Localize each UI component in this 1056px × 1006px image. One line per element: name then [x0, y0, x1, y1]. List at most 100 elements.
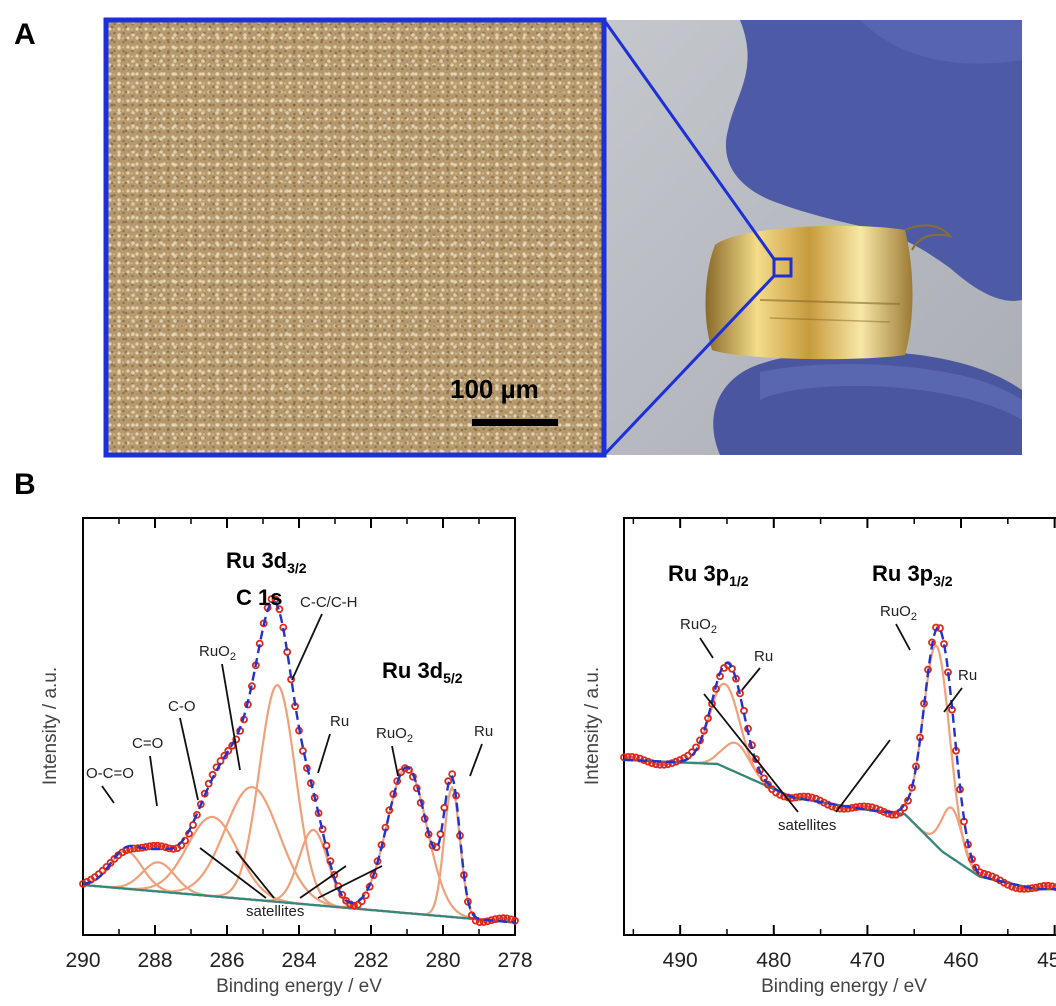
x-tick-label: 288 — [137, 949, 172, 972]
fit-envelope — [82, 600, 516, 924]
label-main: RuO — [680, 616, 711, 633]
peak-label-ru-c: Ru — [754, 648, 773, 665]
heading-subscript: 3/2 — [933, 573, 953, 589]
ru3d-c1s-chart: 290 288 286 284 282 280 278 Ru 3d3/2 C 1s Ru 3… — [40, 517, 533, 997]
y-axis-title: Intensity / a.u. — [582, 667, 603, 785]
micrograph-panel: 100 µm — [103, 17, 607, 458]
arrow-co — [179, 717, 199, 801]
x-ticks: 490 480 470 460 450 — [632, 518, 1056, 972]
peak-label-ru-d: Ru — [958, 667, 977, 684]
zoom-line-bottom — [602, 274, 776, 457]
data-point — [503, 914, 512, 923]
peak-label-ruo2-c: RuO2 — [680, 616, 717, 636]
heading-ru3p32: Ru 3p3/2 — [872, 561, 953, 589]
component-peak — [624, 643, 1056, 891]
peak-label-co: C-O — [168, 698, 196, 715]
x-tick-label: 282 — [353, 949, 388, 972]
data-point — [393, 777, 402, 785]
data-point — [648, 759, 656, 767]
data-point — [267, 595, 276, 603]
arrow-ru-b — [469, 743, 483, 777]
scale-bar — [472, 419, 558, 426]
satellites-label: satellites — [778, 817, 836, 834]
zoom-region-marker — [772, 257, 793, 278]
data-point — [463, 897, 472, 906]
data-point — [864, 802, 872, 811]
data-point — [416, 798, 425, 807]
arrow-ru-d — [943, 687, 963, 713]
arrow-co2 — [149, 755, 158, 807]
label-main: RuO — [880, 603, 911, 620]
data-point — [200, 789, 209, 798]
data-point — [189, 821, 197, 829]
fit-curves — [620, 623, 1056, 893]
data-point — [479, 918, 488, 926]
peak-label-cc: C-C/C-H — [300, 594, 358, 611]
arrow-sat-5 — [703, 693, 799, 813]
peak-label-ru-b: Ru — [474, 723, 493, 740]
component-peak — [624, 682, 1056, 891]
x-tick-label: 280 — [425, 949, 460, 972]
panel-label-b: B — [14, 468, 36, 501]
data-point — [1032, 883, 1040, 892]
x-axis-title: Binding energy / eV — [761, 976, 927, 997]
data-point — [338, 890, 347, 899]
data-point — [298, 747, 307, 755]
data-point — [852, 803, 860, 812]
label-main: RuO — [199, 643, 230, 660]
x-tick-label: 278 — [497, 949, 532, 972]
arrow-ocoo — [101, 785, 115, 804]
data-point — [224, 746, 233, 755]
x-tick-label: 490 — [663, 949, 698, 972]
data-point — [760, 774, 768, 783]
background-line — [624, 758, 1056, 891]
data-point — [275, 605, 284, 614]
data-point — [660, 760, 668, 769]
data-point — [1052, 883, 1056, 892]
data-point — [1044, 881, 1052, 890]
scale-bar-label: 100 µm — [450, 374, 539, 404]
arrow-sat-4 — [317, 865, 383, 899]
data-point — [491, 915, 500, 924]
x-tick-label: 480 — [756, 949, 791, 972]
data-point — [475, 918, 484, 926]
photo-panel — [602, 19, 1022, 457]
x-tick-label: 290 — [65, 949, 100, 972]
data-point — [192, 811, 201, 819]
data-point — [796, 792, 804, 801]
data-point — [350, 901, 358, 910]
data-point — [161, 843, 170, 852]
arrow-ru-a — [317, 733, 331, 774]
heading-ru3d32: Ru 3d3/2 — [226, 548, 307, 576]
data-point — [145, 842, 154, 851]
component-peak — [624, 758, 1056, 891]
y-axis-title: Intensity / a.u. — [40, 667, 61, 785]
heading-ru3p12: Ru 3p1/2 — [668, 561, 749, 589]
heading-ru3d52: Ru 3d5/2 — [382, 658, 463, 686]
arrow-sat-6 — [835, 739, 891, 813]
data-point — [632, 753, 640, 762]
data-point — [892, 810, 900, 819]
fit-curves — [79, 595, 519, 926]
peak-label-ruo2-b: RuO2 — [376, 725, 413, 745]
data-point — [511, 916, 519, 925]
glove-upper-icon — [725, 20, 1022, 301]
peak-label-ocoo: O-C=O — [86, 765, 134, 782]
peak-label-ruo2-d: RuO2 — [880, 603, 917, 623]
satellites-label: satellites — [246, 903, 304, 920]
label-subscript: 2 — [911, 611, 917, 623]
x-tick-label: 284 — [281, 949, 316, 972]
data-point — [157, 842, 166, 851]
arrow-ruo2-c — [699, 637, 714, 659]
heading-subscript: 3/2 — [287, 560, 307, 576]
data-point — [808, 793, 816, 802]
label-subscript: 2 — [230, 651, 236, 663]
data-point — [389, 790, 398, 799]
data-point — [1020, 885, 1028, 893]
heading-subscript: 1/2 — [729, 573, 749, 589]
arrow-ruo2-a — [221, 663, 241, 771]
rolled-film — [705, 225, 913, 360]
panel-label-a: A — [14, 18, 36, 51]
data-point — [302, 764, 311, 772]
